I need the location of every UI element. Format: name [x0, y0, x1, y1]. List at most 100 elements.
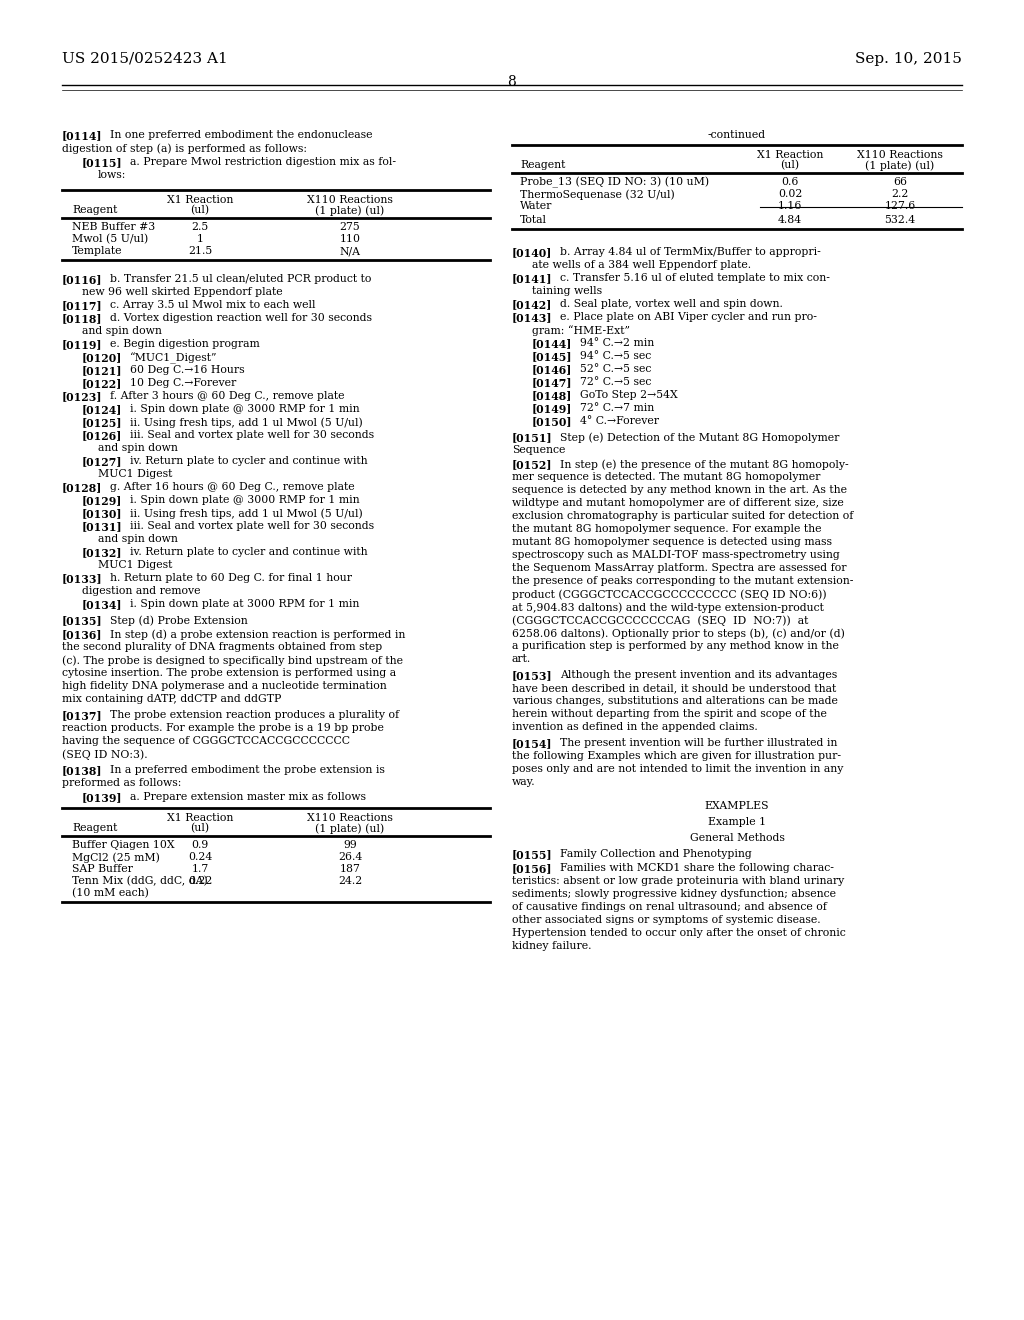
Text: Families with MCKD1 share the following charac-: Families with MCKD1 share the following …	[560, 863, 834, 873]
Text: General Methods: General Methods	[689, 833, 784, 843]
Text: 0.6: 0.6	[781, 177, 799, 187]
Text: [0138]: [0138]	[62, 766, 102, 776]
Text: Reagent: Reagent	[72, 822, 118, 833]
Text: 1.16: 1.16	[778, 201, 802, 211]
Text: ii. Using fresh tips, add 1 ul Mwol (5 U/ul): ii. Using fresh tips, add 1 ul Mwol (5 U…	[130, 417, 362, 428]
Text: [0151]: [0151]	[512, 432, 553, 444]
Text: e. Begin digestion program: e. Begin digestion program	[110, 339, 260, 348]
Text: GoTo Step 2→54X: GoTo Step 2→54X	[580, 389, 678, 400]
Text: 4.84: 4.84	[778, 215, 802, 224]
Text: [0137]: [0137]	[62, 710, 102, 721]
Text: preformed as follows:: preformed as follows:	[62, 777, 181, 788]
Text: 1.7: 1.7	[191, 865, 209, 874]
Text: poses only and are not intended to limit the invention in any: poses only and are not intended to limit…	[512, 764, 844, 774]
Text: (10 mM each): (10 mM each)	[72, 888, 148, 899]
Text: Although the present invention and its advantages: Although the present invention and its a…	[560, 671, 838, 680]
Text: [0152]: [0152]	[512, 459, 553, 470]
Text: Probe_13 (SEQ ID NO: 3) (10 uM): Probe_13 (SEQ ID NO: 3) (10 uM)	[520, 177, 710, 189]
Text: kidney failure.: kidney failure.	[512, 941, 592, 950]
Text: “MUC1_Digest”: “MUC1_Digest”	[130, 352, 217, 363]
Text: i. Spin down plate at 3000 RPM for 1 min: i. Spin down plate at 3000 RPM for 1 min	[130, 599, 359, 609]
Text: Total: Total	[520, 215, 547, 224]
Text: Sequence: Sequence	[512, 445, 565, 455]
Text: X1 Reaction: X1 Reaction	[167, 195, 233, 205]
Text: ate wells of a 384 well Eppendorf plate.: ate wells of a 384 well Eppendorf plate.	[532, 260, 752, 271]
Text: [0116]: [0116]	[62, 275, 102, 285]
Text: spectroscopy such as MALDI-TOF mass-spectrometry using: spectroscopy such as MALDI-TOF mass-spec…	[512, 550, 840, 560]
Text: 0.24: 0.24	[187, 851, 212, 862]
Text: b. Transfer 21.5 ul clean/eluted PCR product to: b. Transfer 21.5 ul clean/eluted PCR pro…	[110, 275, 372, 284]
Text: [0130]: [0130]	[82, 508, 123, 519]
Text: high fidelity DNA polymerase and a nucleotide termination: high fidelity DNA polymerase and a nucle…	[62, 681, 387, 690]
Text: a. Prepare extension master mix as follows: a. Prepare extension master mix as follo…	[130, 792, 366, 803]
Text: 24.2: 24.2	[338, 876, 362, 886]
Text: 2.5: 2.5	[191, 222, 209, 232]
Text: Buffer Qiagen 10X: Buffer Qiagen 10X	[72, 840, 175, 850]
Text: d. Seal plate, vortex well and spin down.: d. Seal plate, vortex well and spin down…	[560, 300, 783, 309]
Text: 26.4: 26.4	[338, 851, 362, 862]
Text: [0121]: [0121]	[82, 366, 123, 376]
Text: 60 Deg C.→16 Hours: 60 Deg C.→16 Hours	[130, 366, 245, 375]
Text: [0144]: [0144]	[532, 338, 572, 348]
Text: MUC1 Digest: MUC1 Digest	[98, 560, 172, 570]
Text: 187: 187	[340, 865, 360, 874]
Text: mutant 8G homopolymer sequence is detected using mass: mutant 8G homopolymer sequence is detect…	[512, 537, 831, 546]
Text: [0123]: [0123]	[62, 391, 102, 403]
Text: and spin down: and spin down	[98, 535, 178, 544]
Text: In step (e) the presence of the mutant 8G homopoly-: In step (e) the presence of the mutant 8…	[560, 459, 849, 470]
Text: [0129]: [0129]	[82, 495, 123, 506]
Text: the presence of peaks corresponding to the mutant extension-: the presence of peaks corresponding to t…	[512, 576, 853, 586]
Text: gram: “HME-Ext”: gram: “HME-Ext”	[532, 325, 630, 335]
Text: product (CGGGCTCCACCGCCCCCCCCC (SEQ ID NO:6)): product (CGGGCTCCACCGCCCCCCCCC (SEQ ID N…	[512, 589, 826, 599]
Text: h. Return plate to 60 Deg C. for final 1 hour: h. Return plate to 60 Deg C. for final 1…	[110, 573, 352, 583]
Text: 94° C.→2 min: 94° C.→2 min	[580, 338, 654, 348]
Text: 1: 1	[197, 234, 204, 244]
Text: [0147]: [0147]	[532, 378, 572, 388]
Text: 72° C.→5 sec: 72° C.→5 sec	[580, 378, 651, 387]
Text: taining wells: taining wells	[532, 286, 602, 296]
Text: In step (d) a probe extension reaction is performed in: In step (d) a probe extension reaction i…	[110, 630, 406, 640]
Text: 110: 110	[340, 234, 360, 244]
Text: [0154]: [0154]	[512, 738, 553, 748]
Text: c. Array 3.5 ul Mwol mix to each well: c. Array 3.5 ul Mwol mix to each well	[110, 300, 315, 310]
Text: [0122]: [0122]	[82, 378, 123, 389]
Text: herein without departing from the spirit and scope of the: herein without departing from the spirit…	[512, 709, 826, 719]
Text: X110 Reactions: X110 Reactions	[307, 813, 393, 822]
Text: art.: art.	[512, 653, 531, 664]
Text: [0135]: [0135]	[62, 615, 102, 626]
Text: invention as defined in the appended claims.: invention as defined in the appended cla…	[512, 722, 758, 733]
Text: wildtype and mutant homopolymer are of different size, size: wildtype and mutant homopolymer are of d…	[512, 498, 844, 508]
Text: Reagent: Reagent	[72, 205, 118, 215]
Text: [0150]: [0150]	[532, 416, 572, 426]
Text: the second plurality of DNA fragments obtained from step: the second plurality of DNA fragments ob…	[62, 642, 382, 652]
Text: [0126]: [0126]	[82, 430, 123, 441]
Text: Example 1: Example 1	[708, 817, 766, 828]
Text: Step (e) Detection of the Mutant 8G Homopolymer: Step (e) Detection of the Mutant 8G Homo…	[560, 432, 840, 442]
Text: [0142]: [0142]	[512, 300, 552, 310]
Text: teristics: absent or low grade proteinuria with bland urinary: teristics: absent or low grade proteinur…	[512, 876, 844, 886]
Text: iv. Return plate to cycler and continue with: iv. Return plate to cycler and continue …	[130, 546, 368, 557]
Text: ii. Using fresh tips, add 1 ul Mwol (5 U/ul): ii. Using fresh tips, add 1 ul Mwol (5 U…	[130, 508, 362, 519]
Text: (1 plate) (ul): (1 plate) (ul)	[865, 160, 935, 170]
Text: mix containing dATP, ddCTP and ddGTP: mix containing dATP, ddCTP and ddGTP	[62, 694, 282, 704]
Text: i. Spin down plate @ 3000 RMP for 1 min: i. Spin down plate @ 3000 RMP for 1 min	[130, 404, 359, 414]
Text: iii. Seal and vortex plate well for 30 seconds: iii. Seal and vortex plate well for 30 s…	[130, 430, 374, 440]
Text: f. After 3 hours @ 60 Deg C., remove plate: f. After 3 hours @ 60 Deg C., remove pla…	[110, 391, 344, 401]
Text: digestion of step (a) is performed as follows:: digestion of step (a) is performed as fo…	[62, 143, 307, 153]
Text: [0140]: [0140]	[512, 247, 552, 257]
Text: 8: 8	[508, 75, 516, 88]
Text: ThermoSequenase (32 U/ul): ThermoSequenase (32 U/ul)	[520, 189, 675, 199]
Text: the Sequenom MassArray platform. Spectra are assessed for: the Sequenom MassArray platform. Spectra…	[512, 564, 847, 573]
Text: i. Spin down plate @ 3000 RMP for 1 min: i. Spin down plate @ 3000 RMP for 1 min	[130, 495, 359, 506]
Text: d. Vortex digestion reaction well for 30 seconds: d. Vortex digestion reaction well for 30…	[110, 313, 372, 323]
Text: cytosine insertion. The probe extension is performed using a: cytosine insertion. The probe extension …	[62, 668, 396, 678]
Text: [0127]: [0127]	[82, 455, 123, 467]
Text: 0.9: 0.9	[191, 840, 209, 850]
Text: mer sequence is detected. The mutant 8G homopolymer: mer sequence is detected. The mutant 8G …	[512, 473, 820, 482]
Text: [0155]: [0155]	[512, 849, 553, 861]
Text: NEB Buffer #3: NEB Buffer #3	[72, 222, 156, 232]
Text: In a preferred embodiment the probe extension is: In a preferred embodiment the probe exte…	[110, 766, 385, 775]
Text: In one preferred embodiment the endonuclease: In one preferred embodiment the endonucl…	[110, 129, 373, 140]
Text: [0115]: [0115]	[82, 157, 123, 168]
Text: [0139]: [0139]	[82, 792, 123, 803]
